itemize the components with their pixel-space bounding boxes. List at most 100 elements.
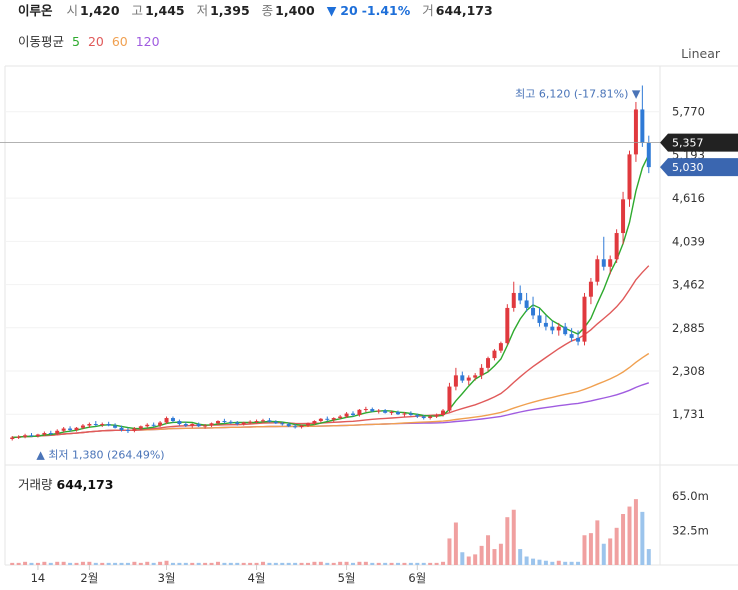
candle xyxy=(344,412,349,419)
volume-panel-value: 644,173 xyxy=(56,477,114,492)
volume-bar xyxy=(601,543,606,565)
candle xyxy=(408,411,413,416)
volume-bar xyxy=(48,562,53,565)
scale-toggle-button[interactable]: Linear xyxy=(681,46,720,61)
volume-bar xyxy=(434,562,439,565)
volume-bar xyxy=(351,562,355,565)
volume-bar xyxy=(260,561,265,565)
candle xyxy=(428,415,433,420)
candle xyxy=(61,427,66,433)
volume-bar xyxy=(119,562,124,565)
candle xyxy=(331,417,336,422)
volume-panel-label: 거래량 xyxy=(18,477,53,492)
candle xyxy=(396,410,401,416)
candle xyxy=(434,413,439,419)
change-arrow-icon: ▼ xyxy=(326,3,337,18)
time-tick-label: 5월 xyxy=(338,571,356,585)
volume-bar xyxy=(408,562,413,565)
candle xyxy=(241,421,246,426)
volume-bar xyxy=(415,562,420,565)
open-label: 시 xyxy=(66,3,79,18)
volume-bar xyxy=(447,538,452,565)
candle xyxy=(383,409,388,414)
candle xyxy=(453,367,458,391)
volume-bar xyxy=(209,562,214,565)
volume-bar xyxy=(428,562,433,565)
price-tick-label: 2,885 xyxy=(672,321,705,335)
candle xyxy=(228,420,233,425)
candle xyxy=(93,421,98,427)
candle xyxy=(492,349,497,361)
candle xyxy=(215,420,220,425)
volume-bar xyxy=(543,560,548,565)
volume-bar xyxy=(363,561,368,565)
candle xyxy=(286,422,291,428)
volume-bar xyxy=(113,562,118,565)
volume-bar xyxy=(100,562,105,565)
volume-bar xyxy=(338,561,343,565)
volume-bar xyxy=(306,562,310,565)
volume-bar xyxy=(222,562,227,565)
quote-header: 이루온 시 1,420 고 1,445 저 1,395 종 1,400 ▼ 20 -1.… xyxy=(18,0,501,20)
volume-bar xyxy=(537,559,542,565)
moving-average-label: 이동평균 xyxy=(18,34,65,49)
candle xyxy=(563,322,568,336)
volume-panel-title: 거래량 644,173 xyxy=(18,474,113,493)
volume-bar xyxy=(531,558,536,565)
volume-bar xyxy=(524,556,529,565)
volume-tick-label: 32.5m xyxy=(672,523,709,537)
candle xyxy=(351,411,355,417)
volume-bar xyxy=(286,562,291,565)
candle xyxy=(370,407,375,413)
volume-bars xyxy=(10,499,651,565)
volume-value: 644,173 xyxy=(435,3,493,18)
candle xyxy=(138,425,143,431)
candle xyxy=(306,422,310,428)
candle xyxy=(537,307,542,327)
volume-tick-label: 65.0m xyxy=(672,489,709,503)
candle xyxy=(421,415,426,420)
candle xyxy=(524,292,529,312)
volume-bar xyxy=(248,562,253,565)
volume-bar xyxy=(376,562,381,565)
candle xyxy=(80,424,85,430)
candle xyxy=(267,418,272,423)
candle xyxy=(357,409,362,417)
candle xyxy=(209,422,214,428)
candle xyxy=(389,410,394,416)
time-tick-label: 4월 xyxy=(248,571,266,585)
volume-bar xyxy=(633,499,638,565)
volume-bar xyxy=(569,561,574,565)
candle xyxy=(466,375,471,386)
candle xyxy=(254,419,259,424)
candle xyxy=(203,424,208,429)
volume-bar xyxy=(331,562,336,565)
volume-bar xyxy=(396,562,401,565)
candle xyxy=(627,150,632,207)
candle xyxy=(177,419,182,426)
volume-bar xyxy=(582,535,587,565)
price-tick-label: 4,616 xyxy=(672,191,705,205)
candle xyxy=(23,433,28,439)
volume-bar xyxy=(16,562,21,565)
svg-text:5,030: 5,030 xyxy=(672,161,704,174)
volume-bar xyxy=(344,561,349,565)
volume-bar xyxy=(511,509,516,565)
candle xyxy=(640,85,645,147)
volume-bar xyxy=(158,561,163,565)
candle xyxy=(68,426,73,432)
moving-average-legend[interactable]: 이동평균 5 20 60 120 xyxy=(18,31,164,50)
low-label: 저 xyxy=(196,3,209,18)
volume-bar xyxy=(61,561,66,565)
volume-bar xyxy=(93,562,98,565)
candle xyxy=(518,285,523,305)
candle xyxy=(479,364,484,380)
candle xyxy=(260,418,265,423)
candle xyxy=(42,431,47,437)
close-label: 종 xyxy=(261,3,274,18)
volume-bar xyxy=(35,562,40,565)
candle xyxy=(473,373,478,381)
volume-bar xyxy=(299,562,304,565)
volume-bar xyxy=(312,561,317,565)
